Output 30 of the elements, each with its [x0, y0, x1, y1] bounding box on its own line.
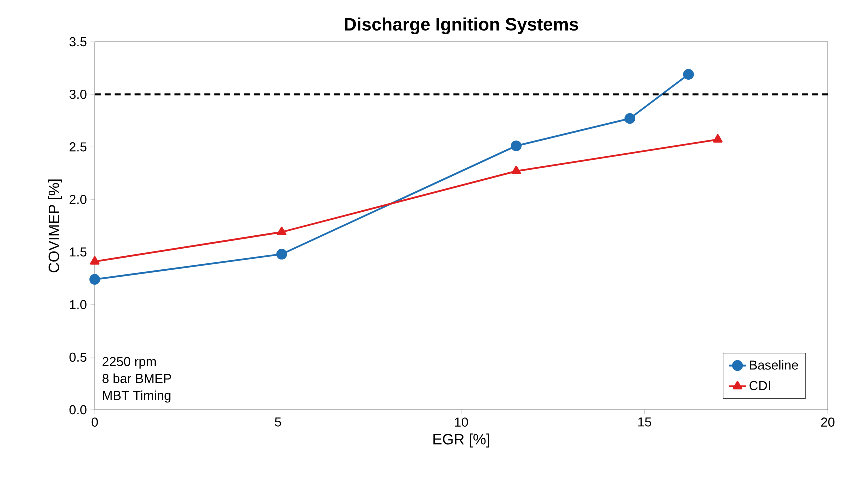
point: [511, 140, 522, 152]
legend-label: CDI: [750, 381, 770, 390]
annotation: 8 bar BMEP: [102, 374, 172, 384]
annotation: 2250 rpm: [102, 357, 156, 369]
y-tick-label: 1.5: [70, 248, 87, 257]
point: [713, 134, 723, 143]
point: [512, 166, 522, 174]
point: [683, 69, 694, 80]
point: [90, 274, 100, 286]
y-tick-label: 2.0: [70, 195, 87, 204]
point: [276, 249, 288, 260]
x-axis-title: EGR [%]: [434, 434, 490, 448]
x-tick-label: 20: [821, 418, 835, 427]
y-tick-label: 3.0: [70, 90, 87, 100]
y-tick-label: 0.5: [70, 352, 87, 362]
chart-title: Discharge Ignition Systems: [345, 18, 578, 34]
y-tick-label: 2.5: [70, 142, 87, 152]
y-tick-label: 3.5: [70, 37, 87, 47]
y-tick-label: 0.0: [70, 405, 87, 415]
y-axis-title: COVIMEP [%]: [48, 180, 62, 273]
point: [277, 226, 287, 236]
x-tick-label: 0: [92, 418, 98, 427]
y-tick-label: 1.0: [70, 300, 87, 310]
x-tick-label: 10: [455, 418, 468, 427]
x-tick-label: 5: [275, 418, 282, 427]
point: [90, 256, 100, 265]
x-tick-label: 15: [638, 418, 652, 427]
annotation: MBT Timing: [103, 390, 171, 403]
legend-label: Baseline: [750, 360, 798, 370]
point: [624, 113, 636, 124]
